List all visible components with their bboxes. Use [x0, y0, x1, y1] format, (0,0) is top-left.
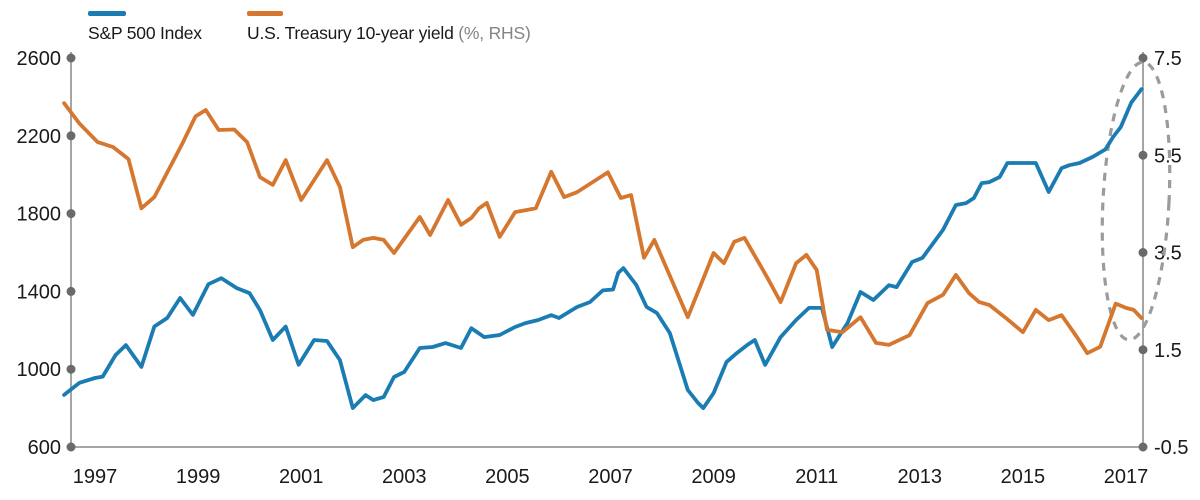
treasury-yield-line	[62, 101, 1144, 356]
y-right-tick-label: 1.5	[1154, 340, 1182, 362]
y-right-tick-label: -0.5	[1154, 437, 1188, 459]
x-tick-label: 2013	[898, 466, 943, 488]
y-left-tick-label: 2600	[17, 48, 62, 70]
right-tick-dot	[1138, 345, 1148, 355]
legend-suffix-treasury-yield: (%, RHS)	[453, 23, 531, 43]
left-tick-dot	[66, 364, 76, 374]
y-left-tick-label: 600	[28, 437, 61, 459]
y-left-tick-label: 1000	[17, 359, 62, 381]
x-tick-label: 2005	[485, 466, 530, 488]
left-tick-dot	[66, 286, 76, 296]
x-tick-label: 1999	[176, 466, 221, 488]
y-left-tick-label: 1800	[17, 204, 62, 226]
left-tick-dot	[66, 131, 76, 141]
left-tick-dot	[66, 209, 76, 219]
treasury-yield-line-swatch-icon	[247, 11, 283, 16]
legend-item-treasury-yield: U.S. Treasury 10-year yield (%, RHS)	[247, 11, 531, 44]
right-tick-dot	[1138, 150, 1148, 160]
x-tick-label: 2003	[382, 466, 427, 488]
right-axis-ticks: 7.55.53.51.5-0.5	[1138, 48, 1188, 459]
legend-label-sp500: S&P 500 Index	[88, 23, 202, 43]
x-tick-label: 2017	[1104, 466, 1149, 488]
x-tick-label: 2015	[1001, 466, 1046, 488]
x-axis-ticks: 1997 1999 2001 2003 2005 2007 2009 2011 2013 2015…	[73, 466, 1149, 488]
x-tick-label: 1997	[73, 466, 118, 488]
left-axis-ticks: 2600 2200 1800 1400 1000 600	[17, 48, 76, 459]
y-left-tick-label: 2200	[17, 126, 62, 148]
y-right-tick-label: 7.5	[1154, 48, 1182, 70]
y-right-tick-label: 3.5	[1154, 243, 1182, 265]
left-tick-dot	[66, 442, 76, 452]
right-tick-dot	[1138, 53, 1148, 63]
left-tick-dot	[66, 53, 76, 63]
x-tick-label: 2009	[691, 466, 736, 488]
y-left-tick-label: 1400	[17, 281, 62, 303]
x-tick-label: 2011	[795, 466, 838, 488]
x-tick-label: 2007	[588, 466, 633, 488]
legend-label-treasury-yield: U.S. Treasury 10-year yield	[247, 23, 454, 43]
right-tick-dot	[1138, 442, 1148, 452]
axes	[70, 52, 1144, 448]
x-tick-label: 2001	[279, 466, 324, 488]
legend-item-sp500: S&P 500 Index	[88, 11, 202, 44]
right-tick-dot	[1138, 248, 1148, 257]
sp500-line	[62, 87, 1144, 411]
divergence-highlight-ellipse	[1100, 60, 1172, 342]
sp500-line-swatch-icon	[88, 11, 126, 16]
